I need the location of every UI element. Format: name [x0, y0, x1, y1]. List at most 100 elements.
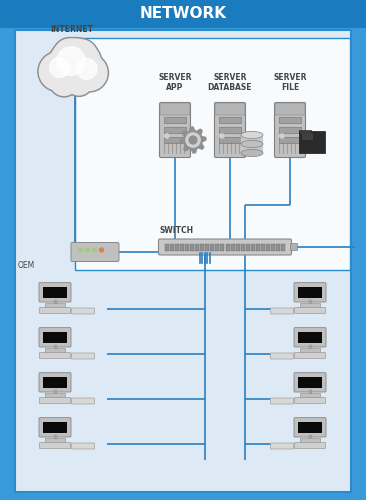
Text: SERVER
FILE: SERVER FILE — [273, 72, 307, 92]
Bar — [300, 393, 320, 397]
Circle shape — [53, 38, 87, 72]
Bar — [180, 244, 184, 250]
FancyBboxPatch shape — [214, 102, 246, 158]
Text: SWITCH: SWITCH — [160, 226, 194, 235]
Bar — [251, 244, 255, 250]
Bar — [210, 244, 214, 250]
FancyBboxPatch shape — [40, 308, 71, 314]
Bar — [75, 38, 350, 270]
FancyBboxPatch shape — [295, 308, 325, 314]
FancyBboxPatch shape — [39, 372, 71, 392]
Polygon shape — [180, 127, 206, 153]
Bar — [241, 244, 244, 250]
Bar — [256, 244, 260, 250]
FancyBboxPatch shape — [270, 353, 294, 359]
Bar — [45, 438, 64, 442]
Bar — [45, 393, 64, 397]
Circle shape — [220, 134, 224, 138]
Circle shape — [86, 248, 90, 252]
Bar — [43, 332, 67, 343]
Bar — [298, 376, 322, 388]
FancyBboxPatch shape — [71, 398, 94, 404]
Bar — [246, 244, 250, 250]
FancyBboxPatch shape — [71, 308, 94, 314]
Circle shape — [64, 68, 93, 96]
Bar — [302, 133, 313, 140]
Bar — [279, 137, 301, 143]
FancyBboxPatch shape — [158, 239, 291, 255]
Circle shape — [78, 248, 82, 252]
Circle shape — [48, 38, 102, 92]
Bar — [271, 244, 275, 250]
Bar — [43, 376, 67, 388]
Bar — [219, 127, 241, 133]
Bar — [299, 131, 325, 153]
Bar — [300, 348, 320, 352]
Bar — [220, 244, 224, 250]
Circle shape — [76, 58, 97, 80]
Bar — [261, 244, 265, 250]
FancyBboxPatch shape — [294, 328, 326, 347]
Circle shape — [93, 248, 97, 252]
FancyBboxPatch shape — [275, 103, 305, 115]
Bar — [225, 244, 229, 250]
Circle shape — [49, 58, 69, 78]
FancyBboxPatch shape — [270, 443, 294, 449]
FancyBboxPatch shape — [270, 308, 294, 314]
Bar — [236, 244, 240, 250]
Bar — [298, 422, 322, 433]
Bar — [195, 244, 199, 250]
Text: OEM: OEM — [18, 262, 35, 270]
Ellipse shape — [241, 140, 263, 147]
Bar — [298, 286, 322, 298]
Bar — [276, 244, 280, 250]
Bar — [216, 244, 220, 250]
Bar — [164, 127, 186, 133]
FancyBboxPatch shape — [215, 103, 245, 115]
Circle shape — [70, 54, 108, 92]
FancyBboxPatch shape — [291, 244, 298, 250]
Bar — [165, 244, 169, 250]
FancyBboxPatch shape — [40, 352, 71, 358]
Bar — [241, 135, 263, 153]
Circle shape — [66, 69, 92, 95]
Text: NETWORK: NETWORK — [139, 6, 227, 22]
Circle shape — [186, 133, 200, 147]
Bar — [190, 244, 194, 250]
Circle shape — [72, 55, 107, 90]
Bar — [0, 0, 366, 28]
FancyBboxPatch shape — [274, 102, 306, 158]
FancyBboxPatch shape — [39, 328, 71, 347]
Ellipse shape — [241, 150, 263, 156]
Circle shape — [280, 134, 284, 138]
Bar — [299, 130, 311, 134]
FancyBboxPatch shape — [71, 443, 94, 449]
Bar — [164, 137, 186, 143]
Bar — [298, 332, 322, 343]
FancyBboxPatch shape — [39, 282, 71, 302]
Bar — [43, 286, 67, 298]
FancyBboxPatch shape — [295, 442, 325, 448]
Bar — [45, 348, 64, 352]
Circle shape — [54, 39, 85, 70]
FancyBboxPatch shape — [294, 418, 326, 437]
FancyBboxPatch shape — [295, 398, 325, 404]
FancyBboxPatch shape — [295, 352, 325, 358]
FancyBboxPatch shape — [270, 398, 294, 404]
FancyBboxPatch shape — [39, 418, 71, 437]
Circle shape — [49, 67, 79, 97]
FancyBboxPatch shape — [294, 372, 326, 392]
FancyBboxPatch shape — [71, 353, 94, 359]
Circle shape — [65, 38, 98, 72]
Bar — [300, 438, 320, 442]
Bar — [43, 422, 67, 433]
FancyBboxPatch shape — [40, 398, 71, 404]
Circle shape — [189, 136, 197, 144]
Circle shape — [164, 134, 169, 138]
Circle shape — [66, 40, 97, 70]
FancyBboxPatch shape — [294, 282, 326, 302]
Bar — [219, 137, 241, 143]
Ellipse shape — [241, 132, 263, 138]
Bar — [231, 244, 235, 250]
Circle shape — [38, 52, 78, 92]
